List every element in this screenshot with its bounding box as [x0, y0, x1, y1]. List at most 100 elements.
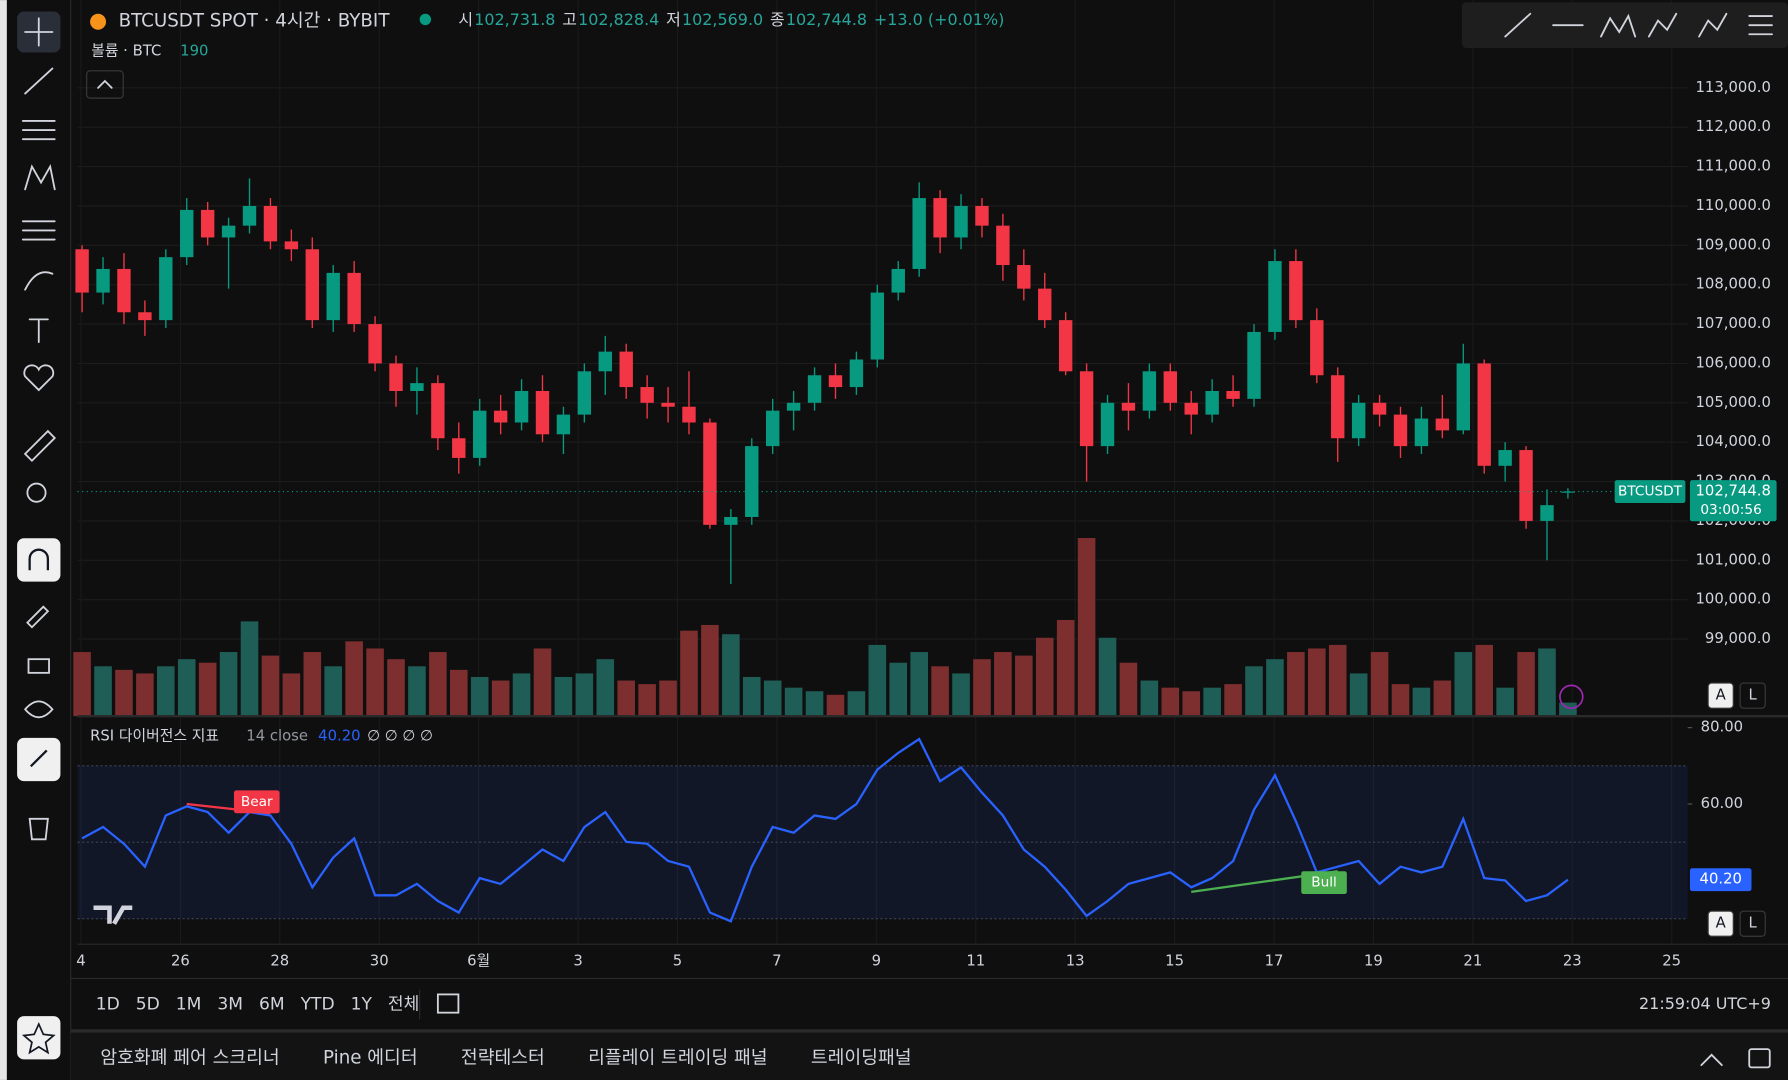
scale-button[interactable] — [1739, 910, 1766, 937]
magnet-icon — [28, 548, 50, 571]
candle-body — [221, 225, 236, 238]
ft-abc[interactable] — [1698, 12, 1728, 38]
brush-tool[interactable] — [24, 271, 54, 291]
y-tick-label: 101,000.0 — [1696, 551, 1771, 568]
candle-body — [1247, 331, 1261, 399]
candle-body — [1268, 261, 1282, 332]
volume-bar — [1538, 648, 1556, 717]
candle-body — [745, 446, 759, 517]
range-button[interactable]: 5D — [136, 995, 160, 1015]
tv-logo — [93, 905, 133, 925]
ft-wave[interactable] — [1647, 12, 1678, 38]
rsi-tick-label: 80.00 — [1701, 719, 1743, 736]
candle-body — [1456, 363, 1470, 431]
candle-body — [975, 205, 989, 226]
volume-bar — [1559, 702, 1577, 717]
range-button[interactable]: 6M — [259, 995, 285, 1015]
candle-body — [305, 249, 319, 321]
favorite-tool[interactable] — [23, 364, 55, 392]
candle-body — [682, 406, 696, 423]
alert-icon[interactable] — [1559, 684, 1584, 710]
volume-bar — [889, 662, 908, 717]
volume-bar — [1433, 680, 1452, 717]
coin-icon — [90, 13, 107, 30]
range-button[interactable]: 1D — [96, 995, 120, 1015]
pattern-tool[interactable] — [24, 163, 56, 191]
candle-body — [1289, 261, 1303, 321]
window-edge — [0, 0, 7, 1080]
volume-bar — [1077, 538, 1096, 717]
panel-collapse[interactable] — [1700, 1053, 1723, 1067]
candle-body — [368, 324, 382, 364]
range-button[interactable]: 1M — [176, 995, 202, 1015]
volume-bar — [470, 676, 489, 717]
range-button[interactable]: 전체 — [388, 995, 419, 1015]
scale-button-label: A — [1716, 687, 1727, 704]
x-tick-label: 17 — [1265, 952, 1284, 969]
candle-body — [347, 272, 361, 325]
projection-tool[interactable] — [21, 220, 56, 241]
ft-line[interactable] — [1504, 12, 1532, 38]
candle-body — [640, 387, 654, 403]
candle-body — [75, 249, 89, 293]
trash-tool[interactable] — [28, 817, 49, 841]
volume-bar — [1203, 687, 1221, 717]
panel-tab[interactable]: 트레이딩패널 — [811, 1047, 912, 1068]
magnet-tool[interactable] — [17, 538, 61, 582]
x-tick-label: 28 — [270, 952, 289, 969]
candle-body — [326, 272, 340, 321]
y-tick-label: 99,000.0 — [1705, 630, 1771, 647]
panel-tab[interactable]: 암호화폐 페어 스크리너 — [100, 1047, 279, 1068]
volume-bar — [1035, 637, 1054, 717]
range-button[interactable]: 3M — [217, 995, 243, 1015]
scale-button[interactable] — [1707, 910, 1734, 937]
candle-body — [180, 209, 194, 258]
volume-bar — [449, 669, 468, 717]
x-tick-label: 6월 — [467, 952, 490, 969]
candle-body — [263, 205, 278, 242]
volume-bar — [1349, 673, 1368, 717]
text-tool[interactable] — [28, 318, 49, 344]
volume-bar — [282, 673, 301, 717]
candle-body — [1310, 320, 1324, 376]
volume-bar — [575, 673, 594, 717]
ruler-tool[interactable] — [23, 429, 57, 463]
chart-area: 99,000.0100,000.0101,000.0102,000.0103,0… — [73, 0, 1788, 969]
hide-tool[interactable] — [24, 700, 54, 719]
lock-draw-tool[interactable] — [26, 605, 50, 629]
volume-last: 190 — [180, 42, 208, 59]
panel-tab[interactable]: 리플레이 트레이딩 패널 — [588, 1047, 767, 1068]
ohlc-value: 102,731.8 — [474, 10, 555, 29]
panel-tab[interactable]: Pine 에디터 — [323, 1047, 418, 1068]
crosshair-icon[interactable] — [24, 17, 54, 47]
volume-bar — [115, 669, 133, 717]
price-tag-bg — [1689, 480, 1777, 522]
ft-pattern[interactable] — [1600, 13, 1637, 38]
range-bar: 1D 5D 1M 3M 6M YTD 1Y 전체 — [96, 995, 420, 1015]
volume-bar — [1328, 644, 1347, 717]
candle-body — [1372, 402, 1387, 415]
y-tick-label: 107,000.0 — [1696, 315, 1771, 332]
scale-button[interactable] — [1707, 682, 1734, 709]
volume-bar — [1119, 662, 1138, 717]
ft-menu[interactable] — [1748, 15, 1773, 36]
scale-button[interactable] — [1739, 682, 1766, 709]
volume-bar — [1287, 652, 1305, 717]
panel-maximize[interactable] — [1748, 1048, 1771, 1069]
volume-bar — [408, 666, 426, 717]
watchlist-button[interactable] — [17, 1016, 61, 1060]
zoom-tool[interactable] — [26, 482, 47, 503]
range-button[interactable]: 1Y — [351, 995, 373, 1015]
x-tick-label: 15 — [1165, 952, 1184, 969]
date-range-button[interactable] — [436, 993, 460, 1014]
panel-tab[interactable]: 전략테스터 — [461, 1047, 545, 1068]
candle-body — [535, 390, 550, 435]
line-tool[interactable] — [24, 67, 54, 95]
fib-tool[interactable] — [21, 120, 56, 141]
lock-tool[interactable] — [27, 658, 50, 674]
collapse-button[interactable] — [86, 70, 124, 99]
left-toolbar — [17, 11, 61, 1060]
volume-bar — [1224, 684, 1242, 717]
range-button[interactable]: YTD — [300, 995, 335, 1015]
y-tick-label: 100,000.0 — [1696, 591, 1771, 608]
